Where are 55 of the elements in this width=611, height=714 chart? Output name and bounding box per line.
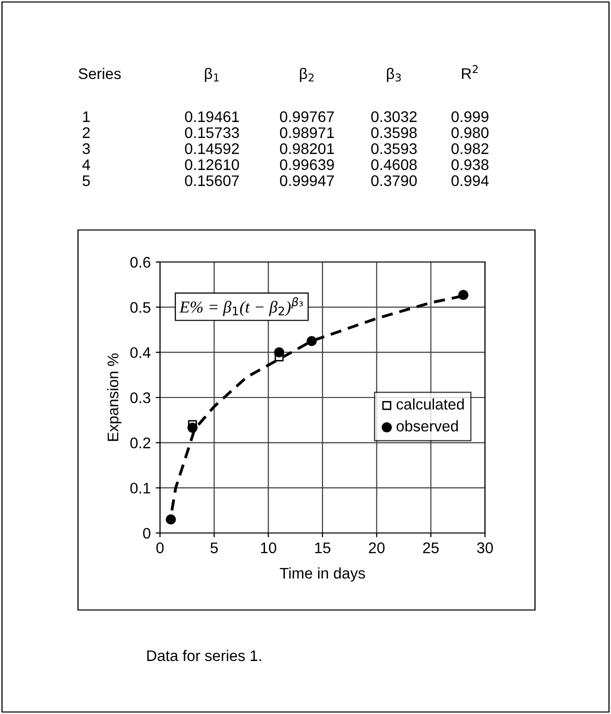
text: Data for series 1.	[147, 650, 261, 662]
text: 0.15607	[184, 175, 239, 186]
x-tick-label: 20	[368, 542, 385, 554]
text: R$^{2}$	[462, 65, 478, 79]
text: 0.19461	[184, 111, 239, 122]
y-tick-label: 0.2	[130, 438, 150, 448]
annotation: E% = β$_{1}$(t − β$_{2}$)$^{β₃}$	[179, 297, 303, 316]
text: Series	[78, 68, 121, 80]
y-tick-label: 0.1	[130, 482, 150, 494]
text: 4	[82, 159, 90, 170]
text: 0.14592	[184, 143, 239, 154]
text: 0.15733	[184, 127, 239, 138]
y-tick-label: 0	[143, 528, 150, 539]
x-tick-label: 15	[315, 542, 330, 554]
point	[306, 336, 317, 346]
legend-label: calculated	[396, 398, 464, 410]
y-tick-label: 0.4	[130, 347, 151, 358]
point	[274, 347, 284, 358]
x-tick-label: 10	[261, 542, 276, 554]
x-tick-label: 25	[423, 542, 439, 554]
text: β$_{3}$	[386, 68, 401, 82]
text: 0.938	[451, 159, 488, 170]
text: 0.3790	[371, 175, 417, 186]
text: 0.4608	[371, 159, 417, 170]
text: β$_{1}$	[204, 68, 219, 82]
y-axis-title: Expansion %	[107, 353, 122, 441]
text: 0.994	[451, 175, 489, 186]
x-axis-title: Time in days	[280, 567, 365, 582]
text: 0.3593	[371, 143, 417, 154]
text: 0.3598	[371, 127, 417, 138]
text: 0.999	[451, 111, 488, 122]
text: 0.98971	[280, 127, 334, 138]
x-tick-label: 0	[156, 542, 164, 554]
text: 0.99767	[280, 111, 334, 122]
x-tick-label: 5	[210, 542, 218, 554]
point	[166, 514, 176, 525]
point	[458, 290, 468, 300]
text: 3	[82, 143, 90, 154]
text: 0.99639	[280, 159, 334, 170]
text: 2	[82, 127, 90, 138]
text: 0.98201	[280, 143, 334, 154]
y-tick-label: 0.6	[130, 256, 150, 268]
x-tick-label: 30	[477, 542, 493, 554]
text: β$_{2}$	[300, 68, 314, 82]
y-tick-label: 0.3	[130, 392, 150, 404]
text: 0.980	[451, 127, 489, 138]
text: 1	[83, 111, 90, 122]
text: 0.99947	[280, 175, 334, 186]
y-tick-label: 0.5	[130, 302, 150, 313]
text: 0.982	[451, 143, 488, 154]
text: 0.3032	[371, 111, 417, 122]
legend-label: observed	[396, 420, 458, 432]
text: 5	[82, 175, 90, 186]
point	[187, 422, 198, 433]
text: 0.12610	[184, 159, 240, 170]
